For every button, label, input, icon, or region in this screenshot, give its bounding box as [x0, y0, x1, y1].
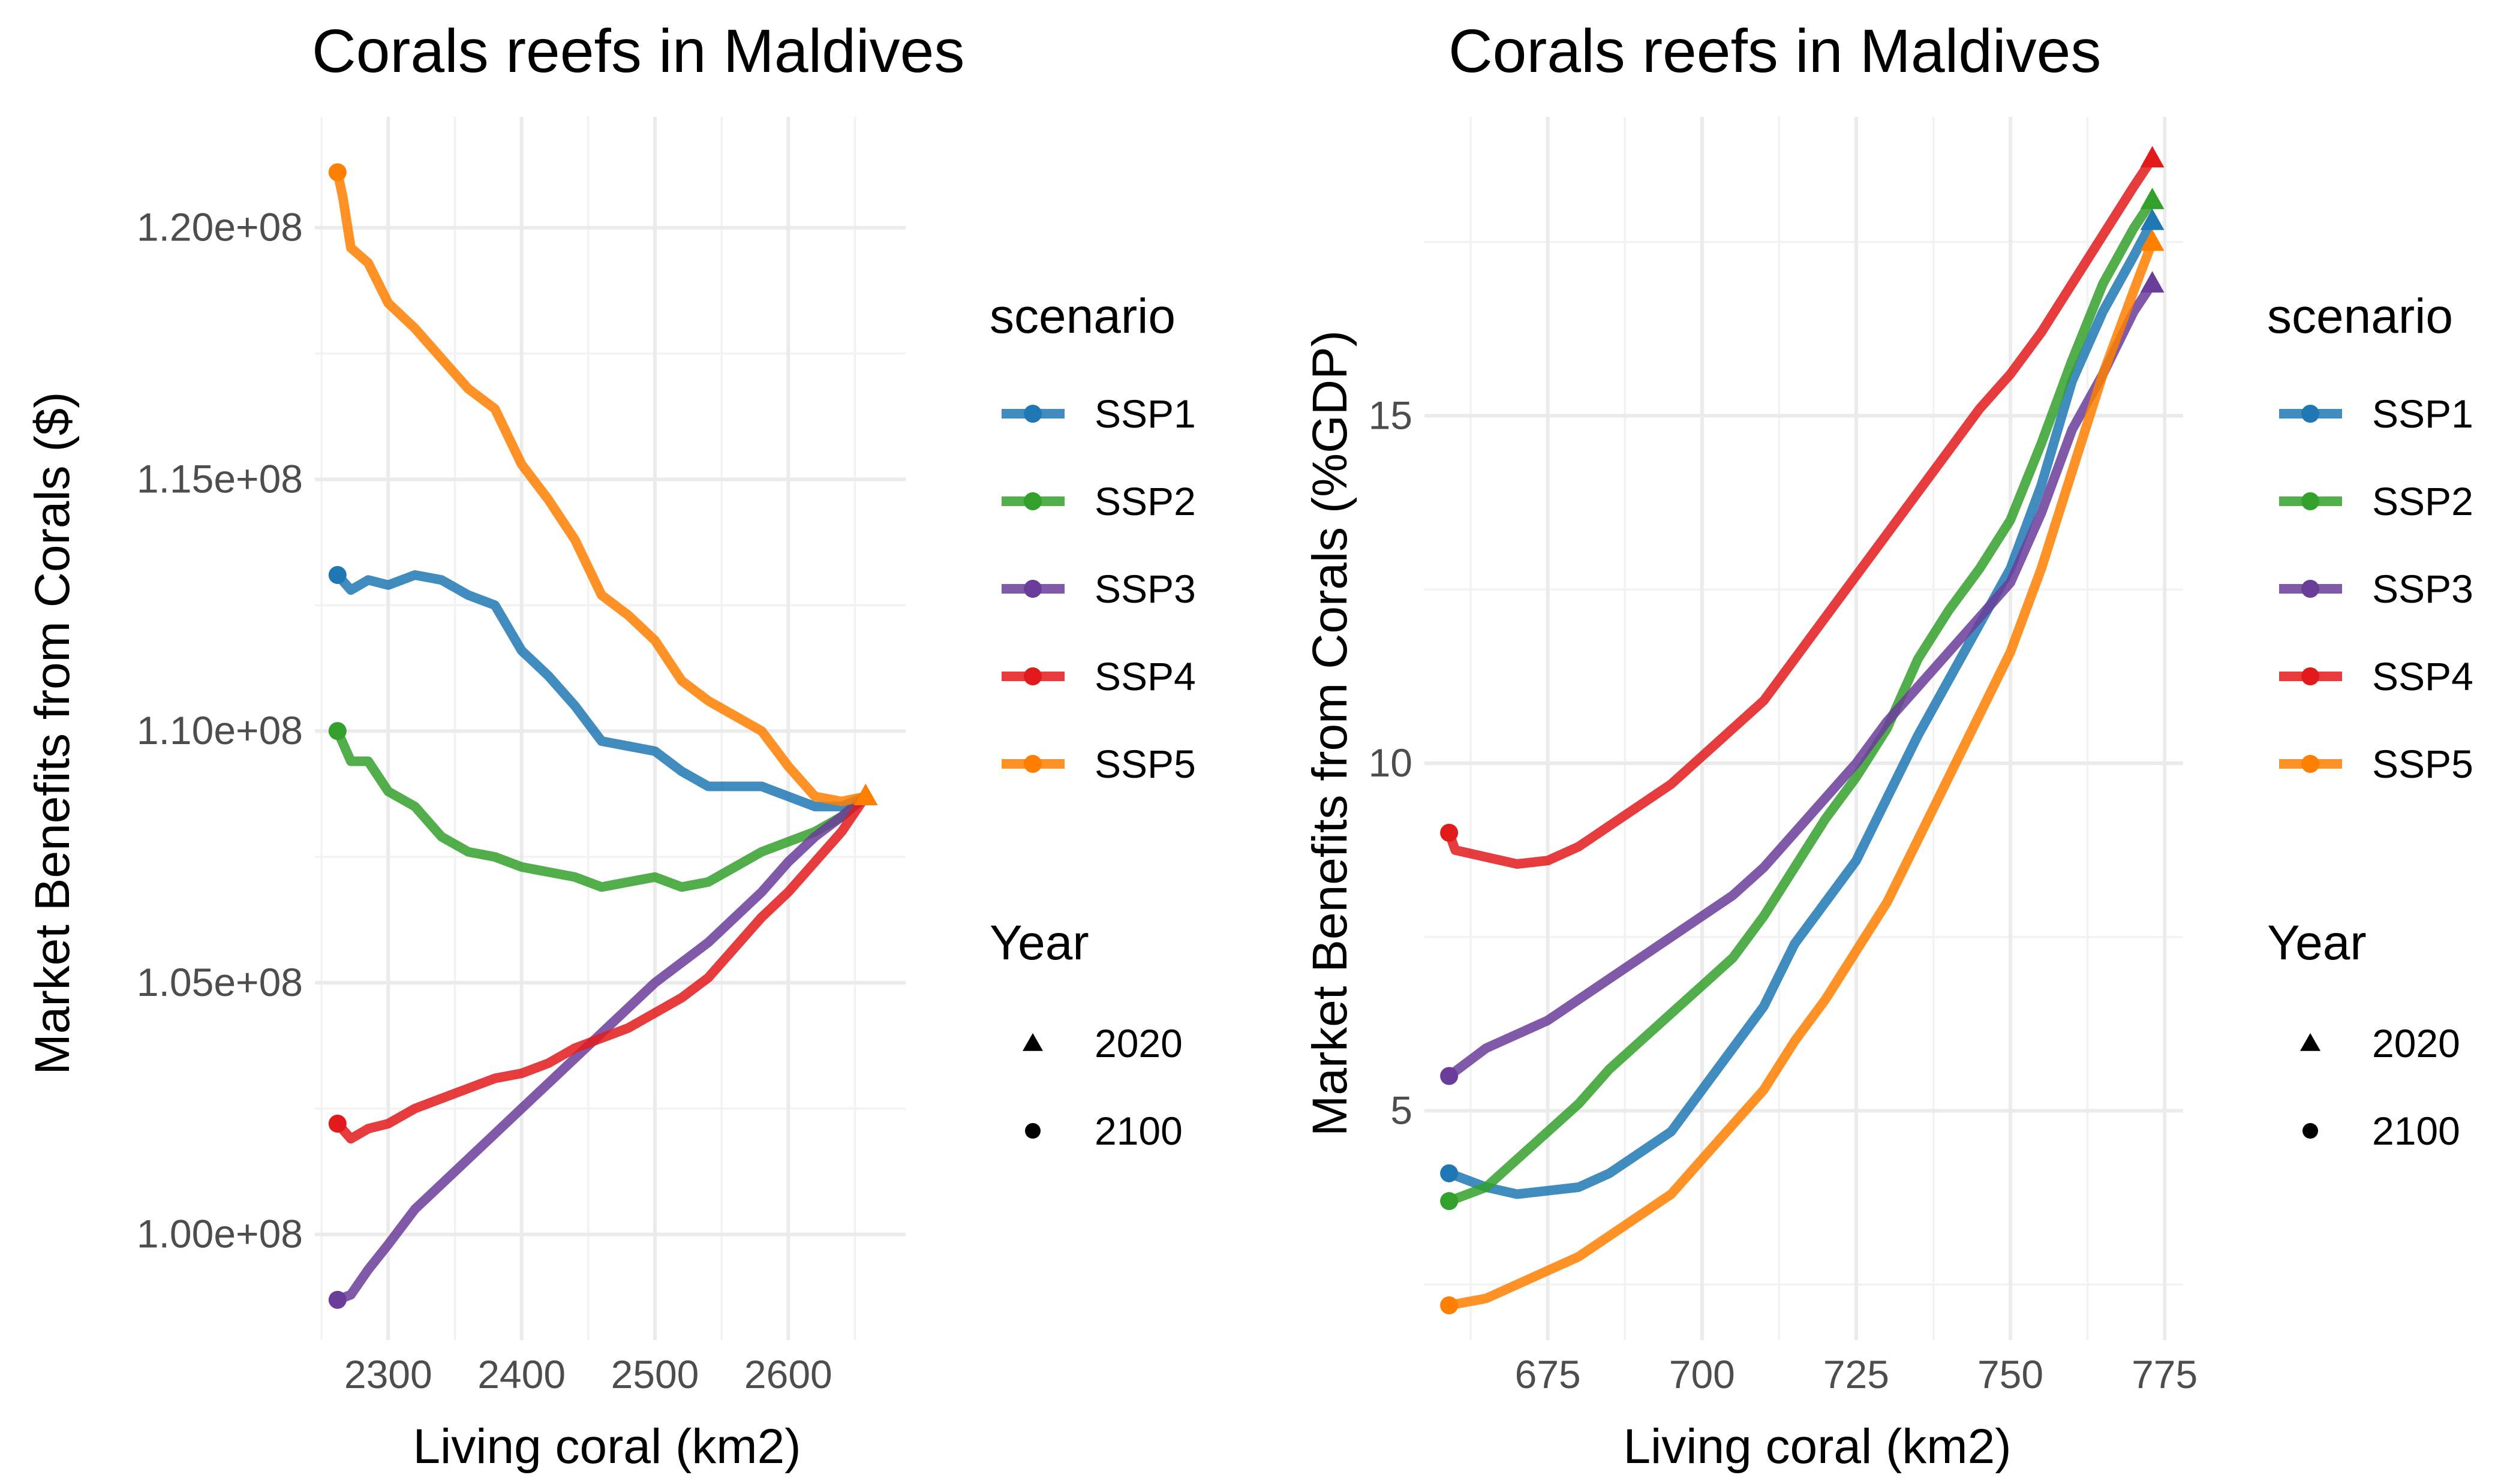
- left-y-tick-labels: 1.00e+08 1.05e+08 1.10e+08 1.15e+08 1.20e+08: [137, 205, 303, 1256]
- legend-key-dot-ssp3: [2301, 580, 2319, 598]
- right-y-axis-title: Market Benefits from Corals (%GDP): [1303, 330, 1357, 1136]
- legend-label-ssp2: SSP2: [1095, 479, 1196, 523]
- right-grid: [1424, 117, 2183, 1340]
- legend-year-label: 2020: [1095, 1021, 1183, 1065]
- x-tick-label: 2300: [344, 1352, 432, 1396]
- legend-year-label: 2100: [2372, 1109, 2460, 1153]
- y-tick-label: 10: [1369, 741, 1412, 785]
- legend-year-label: 2100: [1095, 1109, 1183, 1153]
- legend-scenario-title: scenario: [990, 289, 1176, 344]
- marker-2020-ssp5: [2140, 229, 2165, 251]
- left-x-tick-labels: 2300 2400 2500 2600: [344, 1352, 832, 1396]
- marker-2020-ssp5: [853, 784, 878, 806]
- x-tick-label: 2500: [611, 1352, 699, 1396]
- y-tick-label: 1.15e+08: [137, 456, 303, 501]
- legend-key-dot-ssp2: [2301, 492, 2319, 510]
- marker-2100-ssp2: [1440, 1192, 1459, 1211]
- legend-label-ssp4: SSP4: [1095, 654, 1196, 699]
- x-tick-label: 2400: [477, 1352, 566, 1396]
- legend-label-ssp5: SSP5: [2372, 742, 2473, 786]
- series-line-ssp5: [1444, 237, 2157, 1310]
- marker-2100-ssp3: [328, 1290, 347, 1309]
- series-line-ssp4: [1444, 153, 2157, 869]
- legend-scenario-title: scenario: [2267, 289, 2453, 344]
- legend-key-dot-ssp3: [1024, 580, 1042, 598]
- x-tick-label: 700: [1669, 1352, 1735, 1396]
- legend-label-ssp1: SSP1: [2372, 392, 2473, 436]
- marker-2020-ssp1: [2140, 208, 2165, 230]
- left-legend: scenario SSP1 SSP2 SSP3 SSP4 SSP5 Year 2020 2100: [990, 289, 1196, 1153]
- marker-2100-ssp4: [1440, 823, 1459, 842]
- marker-2020-ssp3: [2140, 271, 2165, 293]
- marker-2100-ssp1: [1440, 1164, 1459, 1182]
- legend-label-ssp3: SSP3: [1095, 567, 1196, 611]
- left-y-axis-title: Market Benefits from Corals ($): [25, 392, 80, 1074]
- legend-triangle-icon: [1023, 1033, 1043, 1051]
- left-chart: Corals reefs in Maldives 1.00e+08 1.05e+0…: [25, 17, 1196, 1474]
- x-tick-label: 2600: [744, 1352, 832, 1396]
- y-tick-label: 5: [1390, 1088, 1412, 1133]
- legend-triangle-icon: [2300, 1033, 2320, 1051]
- series-line-ssp3: [1444, 279, 2157, 1081]
- legend-circle-icon: [1025, 1123, 1041, 1139]
- marker-2100-ssp5: [1440, 1296, 1459, 1315]
- series-line-ssp4: [332, 791, 871, 1144]
- left-markers-group: [328, 163, 878, 1309]
- legend-key-dot-ssp2: [1024, 492, 1042, 510]
- right-chart: Corals reefs in Maldives 5 10 15 675 700 725…: [1303, 17, 2473, 1474]
- y-tick-label: 1.10e+08: [137, 708, 303, 752]
- series-line-ssp5: [332, 167, 871, 806]
- y-tick-label: 1.20e+08: [137, 205, 303, 249]
- y-tick-label: 1.05e+08: [137, 960, 303, 1004]
- legend-year-label: 2020: [2372, 1021, 2460, 1065]
- legend-year-title: Year: [2267, 916, 2367, 970]
- x-tick-label: 675: [1515, 1352, 1581, 1396]
- legend-label-ssp1: SSP1: [1095, 392, 1196, 436]
- series-line-ssp1: [1444, 216, 2157, 1199]
- legend-label-ssp4: SSP4: [2372, 654, 2473, 699]
- marker-2020-ssp4: [2140, 146, 2165, 168]
- right-y-tick-labels: 5 10 15: [1369, 393, 1412, 1132]
- left-series-group: [332, 167, 871, 1305]
- x-tick-label: 775: [2132, 1352, 2198, 1396]
- legend-circle-icon: [2302, 1123, 2318, 1139]
- legend-key-dot-ssp5: [1024, 755, 1042, 773]
- right-chart-title: Corals reefs in Maldives: [1448, 17, 2101, 85]
- marker-2100-ssp3: [1440, 1067, 1459, 1085]
- x-tick-label: 750: [1977, 1352, 2043, 1396]
- legend-key-dot-ssp4: [2301, 667, 2319, 685]
- y-tick-label: 1.00e+08: [137, 1212, 303, 1256]
- legend-label-ssp5: SSP5: [1095, 742, 1196, 786]
- legend-year-title: Year: [990, 916, 1089, 970]
- legend-key-dot-ssp4: [1024, 667, 1042, 685]
- marker-2020-ssp2: [2140, 188, 2165, 209]
- legend-label-ssp3: SSP3: [2372, 567, 2473, 611]
- series-line-ssp2: [1444, 195, 2157, 1206]
- right-legend: scenario SSP1 SSP2 SSP3 SSP4 SSP5 Year 2020 2100: [2267, 289, 2473, 1153]
- y-tick-label: 15: [1369, 393, 1412, 437]
- right-markers-group: [1440, 146, 2165, 1315]
- left-chart-title: Corals reefs in Maldives: [312, 17, 964, 85]
- series-line-ssp1: [332, 570, 871, 812]
- right-x-tick-labels: 675 700 725 750 775: [1515, 1352, 2198, 1396]
- legend-key-dot-ssp1: [2301, 405, 2319, 423]
- x-tick-label: 725: [1823, 1352, 1889, 1396]
- marker-2100-ssp5: [328, 163, 347, 182]
- marker-2100-ssp4: [328, 1115, 347, 1133]
- marker-2100-ssp1: [328, 565, 347, 584]
- legend-key-dot-ssp5: [2301, 755, 2319, 773]
- right-x-axis-title: Living coral (km2): [1623, 1419, 2011, 1474]
- series-line-ssp2: [332, 726, 871, 892]
- left-x-axis-title: Living coral (km2): [413, 1419, 801, 1474]
- marker-2100-ssp2: [328, 722, 347, 741]
- right-series-group: [1444, 153, 2157, 1310]
- legend-key-dot-ssp1: [1024, 405, 1042, 423]
- legend-label-ssp2: SSP2: [2372, 479, 2473, 523]
